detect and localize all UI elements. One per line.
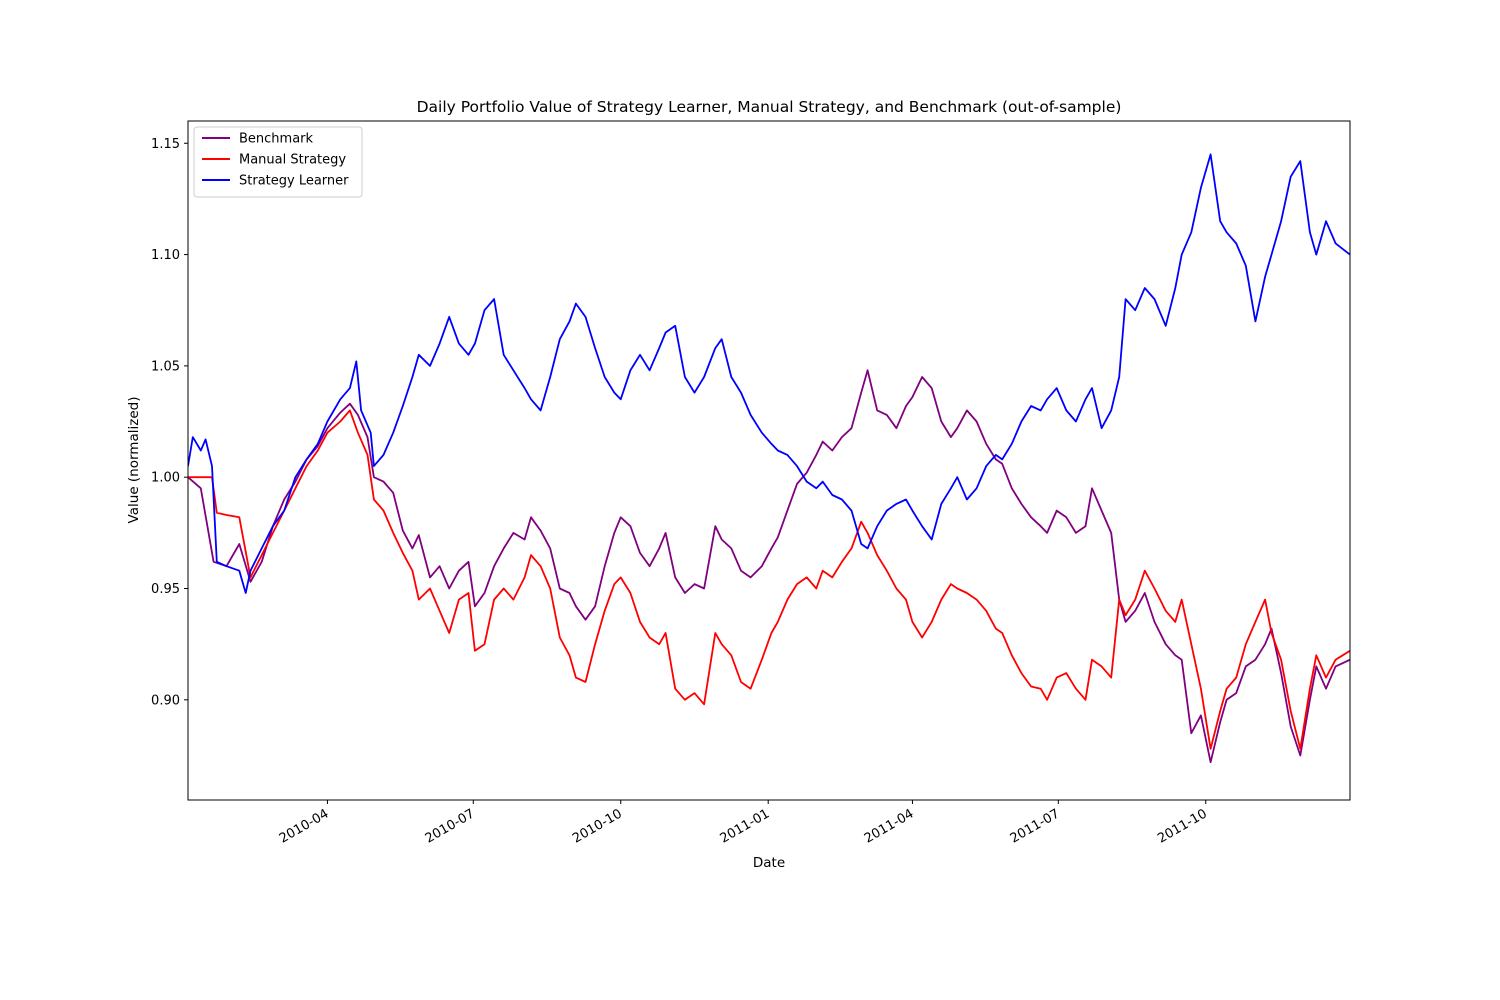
- y-axis-label: Value (normalized): [126, 397, 142, 524]
- x-axis-label: Date: [753, 855, 785, 871]
- axes-frame: [187, 120, 1351, 801]
- y-tick-label: 0.90: [151, 693, 180, 708]
- y-tick-label: 1.10: [151, 248, 180, 263]
- legend-label: Benchmark: [239, 132, 314, 147]
- chart-title: Daily Portfolio Value of Strategy Learne…: [417, 98, 1122, 116]
- legend-box: [193, 126, 363, 198]
- y-tick-label: 0.95: [151, 582, 180, 597]
- series-line-manual-strategy: [188, 409, 1350, 750]
- y-tick-label: 1.15: [151, 137, 180, 152]
- series-line-benchmark: [188, 369, 1350, 764]
- y-tick-label: 1.05: [151, 359, 180, 374]
- plot-area: [188, 153, 1350, 764]
- legend: Benchmark Manual Strategy Strategy Learner: [193, 126, 363, 198]
- legend-label: Manual Strategy: [239, 153, 346, 168]
- y-tick-label: 1.00: [151, 471, 180, 486]
- series-line-strategy-learner: [188, 153, 1350, 594]
- legend-label: Strategy Learner: [239, 174, 349, 189]
